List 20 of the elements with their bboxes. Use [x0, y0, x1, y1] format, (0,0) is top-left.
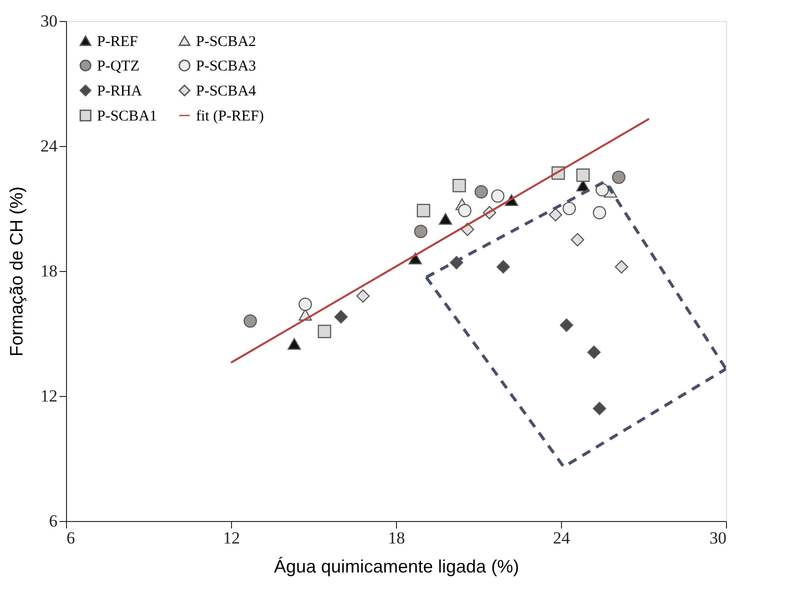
legend-label: P-SCBA3	[196, 58, 256, 74]
legend-label: fit (P-REF)	[196, 108, 264, 124]
x-tick-label: 12	[223, 528, 240, 548]
x-tick-label: 18	[388, 528, 405, 548]
x-tick-label: 24	[553, 528, 570, 548]
y-tick-label: 12	[40, 386, 58, 406]
y-tick-label: 24	[40, 136, 58, 156]
y-axis-title: Formação de CH (%)	[6, 186, 26, 357]
legend-label: P-SCBA4	[196, 84, 257, 100]
legend-label: P-SCBA2	[196, 34, 256, 50]
x-tick-label: 6	[66, 528, 75, 548]
y-tick-label: 30	[40, 12, 58, 30]
legend-label: P-REF	[97, 34, 138, 50]
legend-label: P-SCBA1	[97, 108, 158, 124]
legend-label: P-QTZ	[97, 58, 140, 74]
x-axis-title: Água quimicamente ligada (%)	[274, 556, 520, 576]
legend-label: P-RHA	[97, 84, 142, 100]
y-tick-label: 6	[49, 512, 58, 530]
x-tick-label: 30	[710, 528, 726, 548]
y-tick-label: 18	[40, 262, 58, 280]
